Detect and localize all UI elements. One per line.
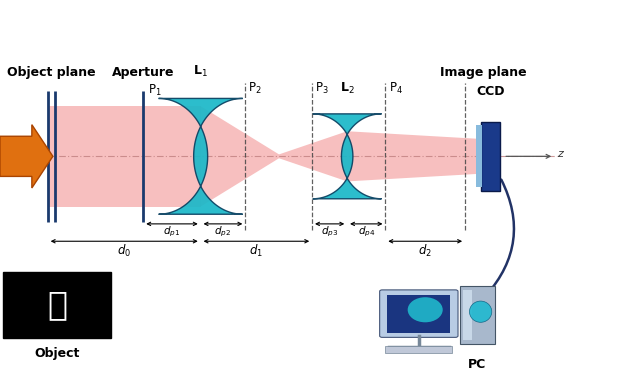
Bar [3,272,111,338]
Polygon shape [159,98,243,214]
Text: Aperture: Aperture [112,66,175,79]
Text: $d_2$: $d_2$ [419,243,432,259]
Polygon shape [48,106,143,207]
Bar [460,286,495,344]
Text: L$_2$: L$_2$ [340,81,355,96]
Text: Object plane: Object plane [7,66,96,79]
Polygon shape [0,125,53,188]
Bar [476,125,482,187]
Polygon shape [201,106,279,207]
Bar [464,290,472,340]
Polygon shape [279,131,347,181]
Ellipse shape [469,301,492,322]
Text: L$_1$: L$_1$ [193,64,208,79]
Bar [387,295,450,333]
Text: CCD: CCD [476,85,505,98]
FancyBboxPatch shape [380,290,458,337]
Text: $d_1$: $d_1$ [250,243,263,259]
Text: $d_{p1}$: $d_{p1}$ [164,225,180,239]
Bar [385,346,452,353]
Text: Object: Object [34,347,80,361]
Text: $d_{p3}$: $d_{p3}$ [321,225,338,239]
Polygon shape [347,131,481,181]
Text: $d_0$: $d_0$ [117,243,131,259]
Text: P$_3$: P$_3$ [315,81,329,96]
Bar [481,122,500,191]
Text: $d_{p4}$: $d_{p4}$ [357,225,375,239]
Text: 光: 光 [47,288,68,322]
Polygon shape [313,114,382,199]
Text: $d_{p2}$: $d_{p2}$ [215,225,231,239]
Text: z: z [557,149,563,159]
Text: P$_4$: P$_4$ [389,81,403,96]
Text: PC: PC [468,358,487,371]
Ellipse shape [408,297,443,322]
Text: P$_2$: P$_2$ [248,81,262,96]
Polygon shape [143,106,201,207]
Text: P$_1$: P$_1$ [148,83,161,98]
Text: Image plane: Image plane [440,66,526,79]
